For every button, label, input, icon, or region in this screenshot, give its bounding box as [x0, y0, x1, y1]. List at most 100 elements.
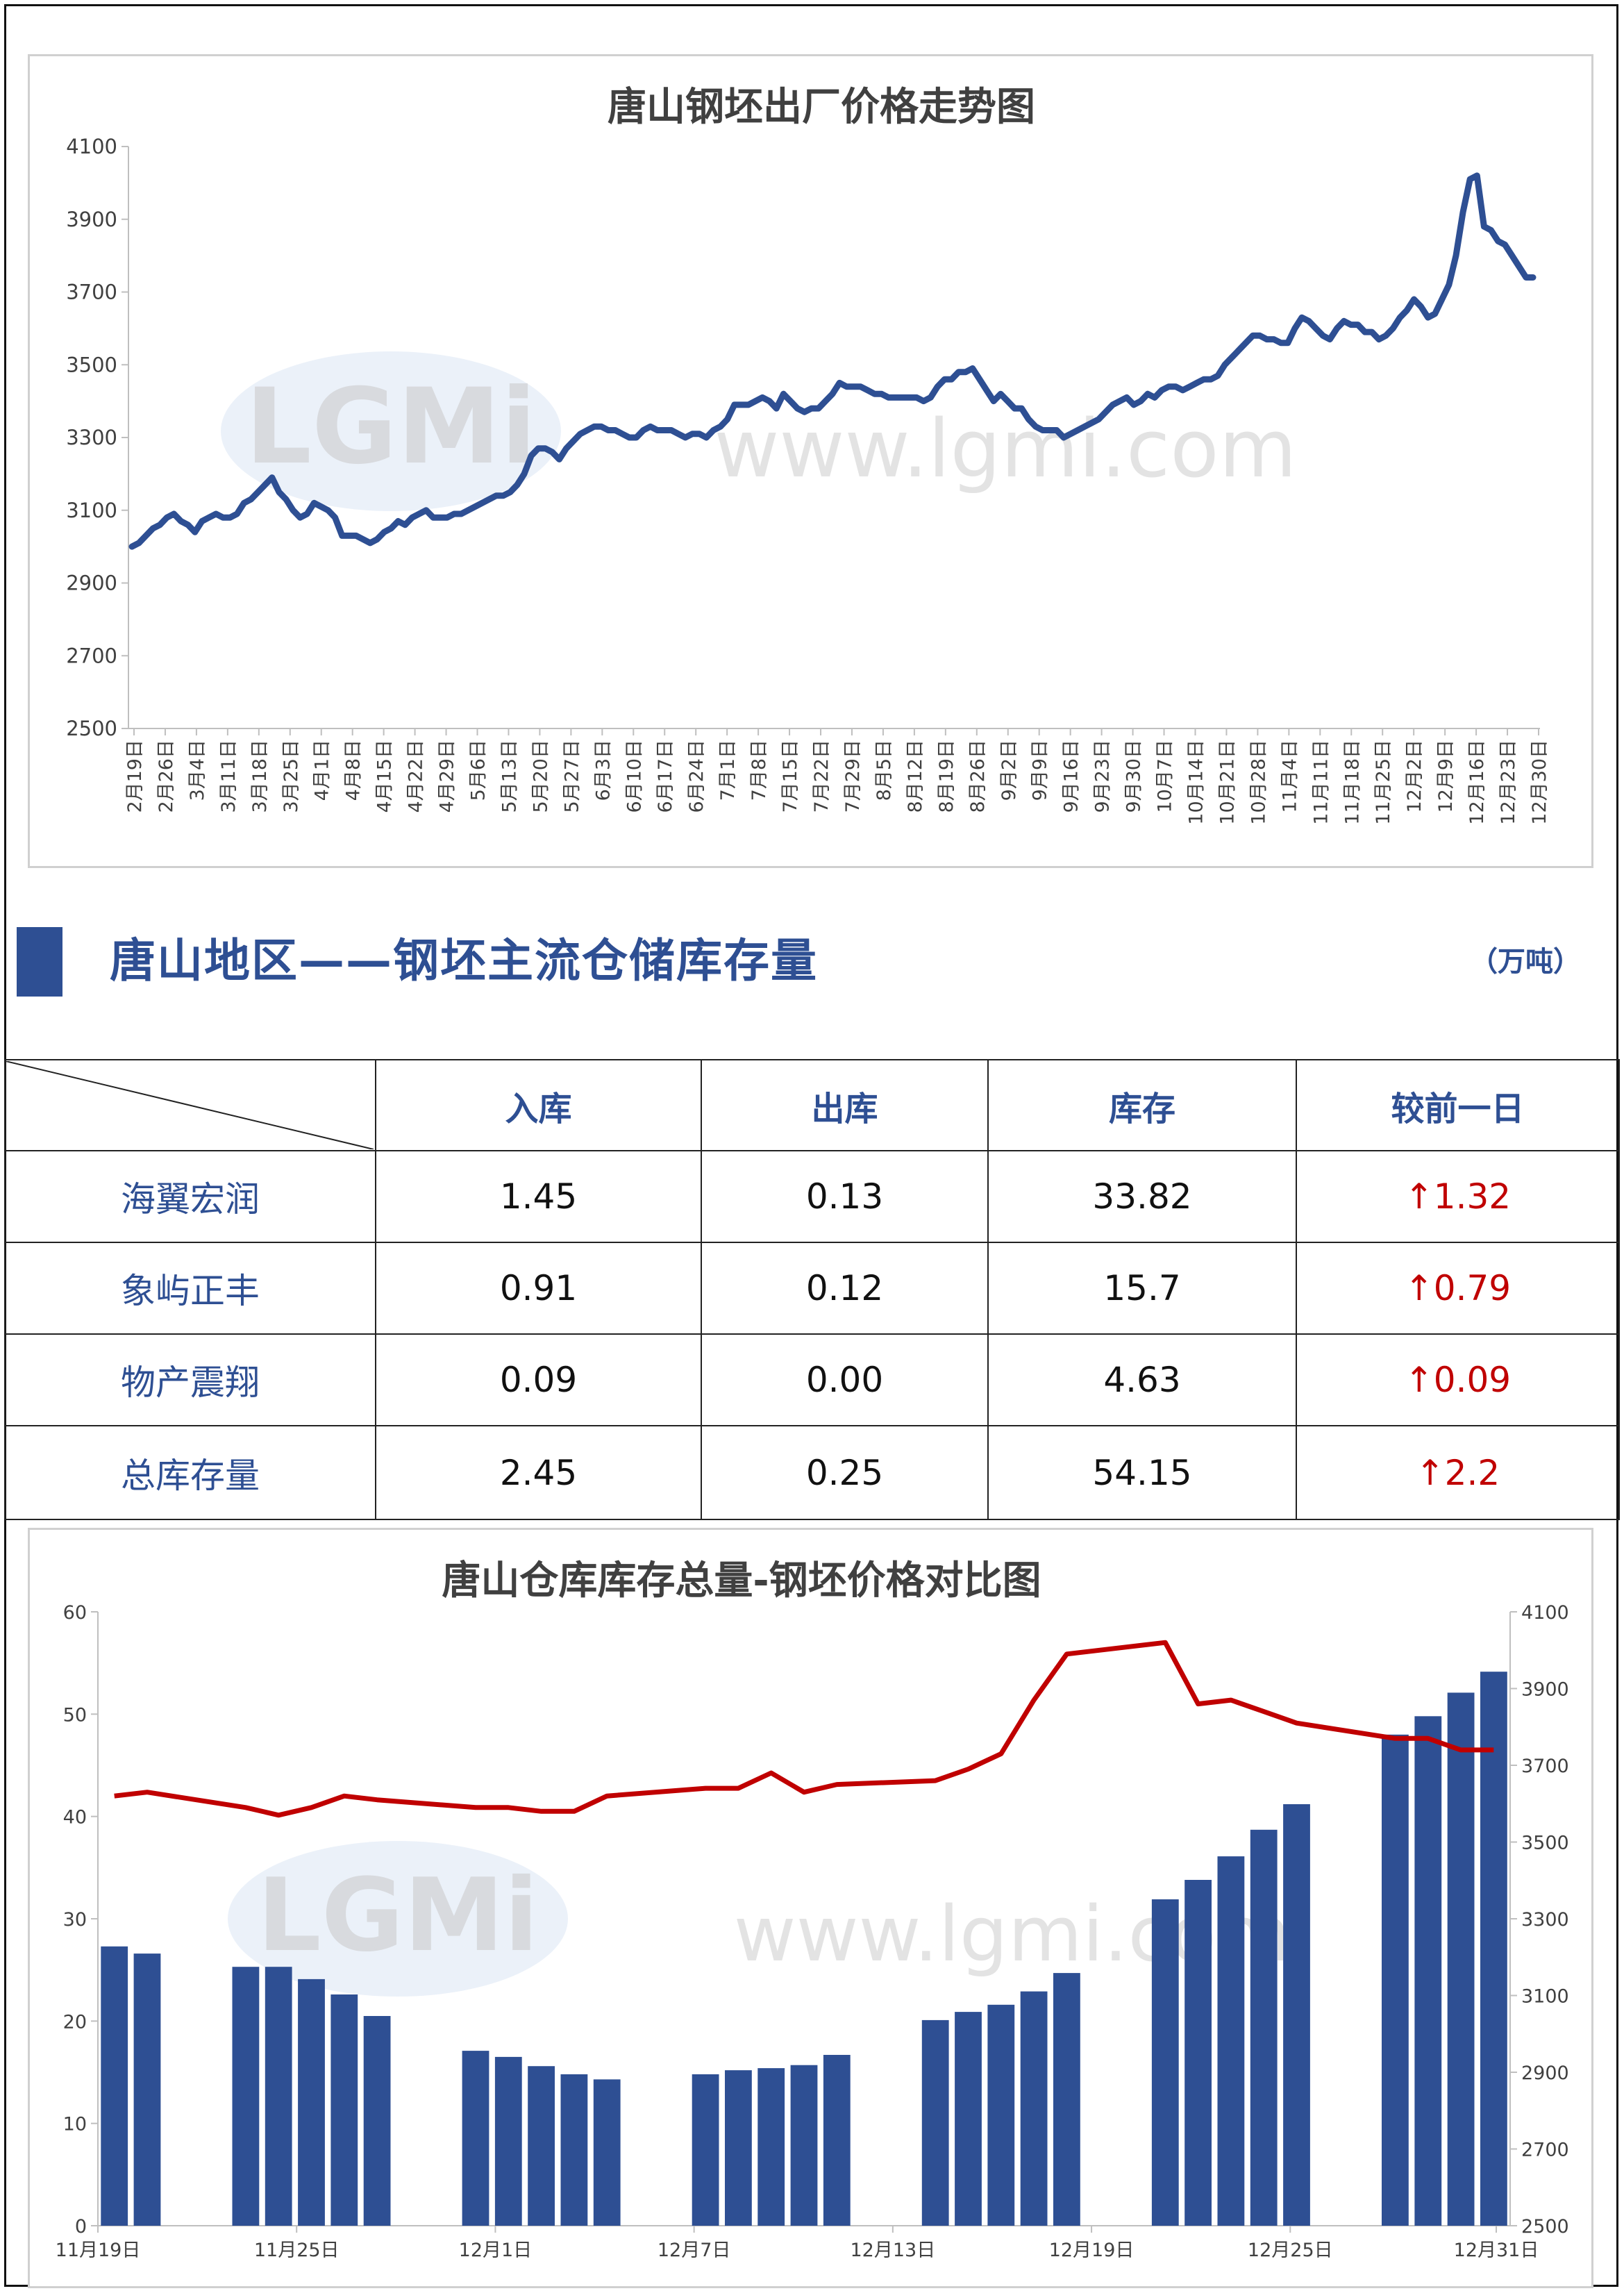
header-out: 出库 — [701, 1059, 989, 1151]
x-tick-label: 12月2日 — [1404, 740, 1425, 813]
x-tick-label: 4月22日 — [405, 740, 427, 813]
x-tick-label: 12月19日 — [1049, 2240, 1135, 2261]
chart-title: 唐山仓库库存总量-钢坯价格对比图 — [442, 1558, 1041, 1603]
left-y-tick-label: 0 — [75, 2216, 87, 2238]
section-header: 唐山地区——钢坯主流仓储库存量 （万吨） — [0, 896, 1624, 1049]
inventory-price-svg: LGMi www.lgmi.com 唐山仓库库存总量-钢坯价格对比图 0 10 20… — [56, 1558, 1569, 2261]
watermark: LGMi www.lgmi.com — [228, 1841, 1291, 1997]
inventory-price-chart: LGMi www.lgmi.com 唐山仓库库存总量-钢坯价格对比图 0 10 20… — [28, 1528, 1593, 2288]
row-out: 0.00 — [701, 1333, 989, 1426]
inventory-bar — [1447, 1692, 1475, 2226]
inventory-bar — [1283, 1804, 1310, 2226]
left-y-tick-label: 30 — [63, 1909, 87, 1931]
x-tick-label: 8月5日 — [873, 740, 895, 801]
x-tick-label: 5月27日 — [561, 740, 583, 813]
y-tick-label: 3100 — [66, 499, 117, 522]
inventory-bar — [921, 2019, 949, 2226]
watermark-site: www.lgmi.com — [714, 403, 1296, 496]
x-tick-label: 12月23日 — [1498, 740, 1519, 825]
header-delta: 较前一日 — [1296, 1059, 1620, 1151]
left-y-tick-label: 40 — [63, 1807, 87, 1828]
inventory-bar — [133, 1953, 161, 2226]
y-tick-label: 2500 — [66, 717, 117, 740]
row-name: 总库存量 — [4, 1425, 376, 1520]
x-tick-label: 4月15日 — [374, 740, 396, 813]
left-y-tick-label: 10 — [63, 2114, 87, 2135]
x-tick-label: 8月12日 — [905, 740, 926, 813]
x-tick-label: 4月8日 — [343, 740, 365, 801]
inventory-bar — [725, 2070, 752, 2226]
right-y-tick-label: 3300 — [1521, 1909, 1569, 1931]
row-delta: ↑2.2 — [1296, 1425, 1620, 1520]
y-tick-label: 2700 — [66, 644, 117, 667]
inventory-bar — [494, 2056, 522, 2226]
x-tick-label: 9月23日 — [1092, 740, 1114, 813]
x-tick-label: 6月24日 — [686, 740, 708, 813]
inventory-bar — [1151, 1899, 1179, 2226]
x-tick-label: 11月25日 — [254, 2240, 340, 2261]
inventory-bar — [955, 2012, 982, 2226]
x-tick-label: 12月30日 — [1529, 740, 1550, 825]
x-tick-label: 10月21日 — [1216, 740, 1238, 825]
x-tick-label: 7月8日 — [748, 740, 770, 801]
watermark: LGMi www.lgmi.com — [221, 351, 1297, 511]
header-in: 入库 — [375, 1059, 702, 1151]
x-tick-label: 2月26日 — [156, 740, 177, 813]
x-tick-label: 5月6日 — [468, 740, 489, 801]
table-row: 海翼宏润 1.45 0.13 33.82 ↑1.32 — [4, 1150, 1620, 1243]
price-series-line — [128, 172, 1537, 550]
row-out: 0.25 — [701, 1425, 989, 1520]
x-tick-label: 9月30日 — [1123, 740, 1145, 813]
x-tick-label: 7月29日 — [842, 740, 864, 813]
inventory-bar — [1250, 1829, 1278, 2226]
inventory-bar — [1382, 1734, 1409, 2226]
x-tick-label: 10月28日 — [1248, 740, 1269, 825]
inventory-bar — [692, 2074, 719, 2226]
row-in: 0.91 — [375, 1242, 702, 1335]
row-in: 0.09 — [375, 1333, 702, 1426]
x-tick-label: 12月13日 — [850, 2240, 935, 2261]
right-y-tick-label: 2900 — [1521, 2063, 1569, 2084]
price-trend-svg: LGMi www.lgmi.com 唐山钢坯出厂价格走势图 2500 2700 29… — [66, 85, 1550, 825]
right-y-tick-label: 3100 — [1521, 1986, 1569, 2008]
x-tick-label: 8月26日 — [967, 740, 989, 813]
row-stock: 4.63 — [987, 1333, 1297, 1426]
inventory-bar — [1414, 1716, 1442, 2226]
diagonal-line — [6, 1061, 374, 1149]
x-tick-label: 12月31日 — [1454, 2240, 1539, 2261]
inventory-table: 入库 出库 库存 较前一日 海翼宏润 1.45 0.13 33.82 ↑1.32… — [4, 1059, 1620, 1520]
inventory-bar — [593, 2079, 621, 2226]
section-marker — [17, 927, 62, 997]
x-tick-label: 3月25日 — [281, 740, 302, 813]
x-tick-label: 11月19日 — [56, 2240, 141, 2261]
right-y-tick-label: 3900 — [1521, 1679, 1569, 1701]
x-tick-label: 2月19日 — [124, 740, 146, 813]
x-tick-label: 3月4日 — [187, 740, 208, 801]
watermark-logo: LGMi — [245, 367, 536, 488]
table-row-total: 总库存量 2.45 0.25 54.15 ↑2.2 — [4, 1425, 1620, 1520]
inventory-bar — [330, 1994, 358, 2226]
x-tick-label: 12月16日 — [1466, 740, 1488, 825]
x-tick-label: 11月11日 — [1310, 740, 1332, 825]
inventory-bar — [101, 1946, 128, 2226]
x-tick-label: 6月3日 — [592, 740, 614, 801]
x-tick-label: 7月1日 — [717, 740, 739, 801]
row-name: 物产震翔 — [4, 1333, 376, 1426]
row-stock: 54.15 — [987, 1425, 1297, 1520]
table-header-row: 入库 出库 库存 较前一日 — [4, 1059, 1620, 1151]
x-tick-label: 7月22日 — [811, 740, 832, 813]
x-tick-label: 6月10日 — [623, 740, 645, 813]
chart-title: 唐山钢坯出厂价格走势图 — [608, 85, 1035, 130]
inventory-bar — [1480, 1672, 1507, 2226]
table-row: 物产震翔 0.09 0.00 4.63 ↑0.09 — [4, 1333, 1620, 1426]
left-y-tick-label: 20 — [63, 2011, 87, 2033]
row-name: 海翼宏润 — [4, 1150, 376, 1243]
inventory-bar — [363, 2016, 391, 2226]
inventory-bar — [560, 2074, 588, 2226]
x-tick-label: 7月15日 — [780, 740, 801, 813]
watermark-logo: LGMi — [257, 1857, 538, 1974]
inventory-bar — [1184, 1880, 1212, 2226]
diagonal-header-cell — [4, 1059, 376, 1151]
x-tick-label: 12月1日 — [459, 2240, 533, 2261]
x-tick-label: 3月18日 — [249, 740, 271, 813]
